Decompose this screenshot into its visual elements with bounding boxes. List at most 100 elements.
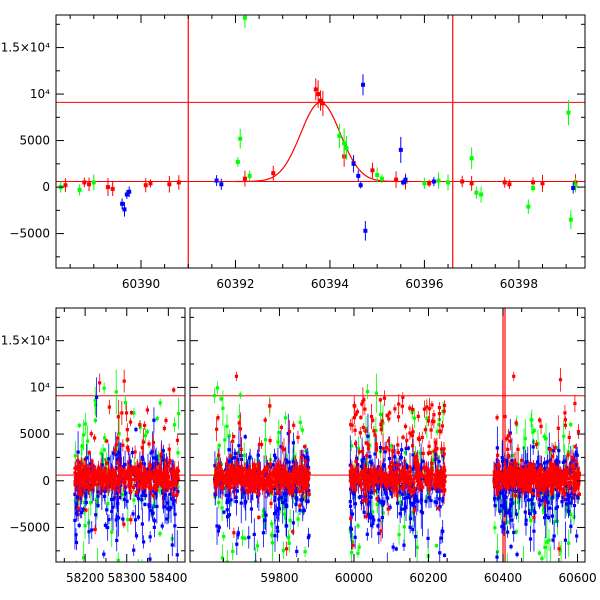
bottom-green-point [247, 459, 251, 463]
bottom-blue-point [235, 542, 239, 546]
bottom-blue-point [392, 455, 397, 459]
bottom-red-point [363, 482, 367, 486]
bottom-blue-point [368, 516, 373, 520]
bottom-blue-point [161, 458, 165, 462]
bottom-green-point [82, 500, 86, 505]
bottom-red-point [213, 480, 217, 484]
bottom-red-point [273, 469, 277, 473]
bottom-red-point [297, 473, 301, 477]
bottom-blue-point [244, 499, 248, 504]
bottom-blue-point [274, 509, 279, 513]
bottom-red-point [409, 478, 414, 482]
bottom-blue-point [74, 533, 78, 537]
top-green-point-3 [242, 15, 247, 20]
bottom-green-point [499, 488, 503, 492]
bottom-red-point [367, 487, 371, 491]
bottom-red-point [266, 478, 270, 482]
bottom-red-point [428, 451, 432, 455]
bottom-red-point [361, 469, 365, 473]
bottom-green-point [158, 532, 162, 536]
bottom-blue-point [361, 456, 366, 460]
bottom-blue-point [366, 434, 370, 438]
bottom-red-point [276, 472, 280, 476]
bottom-red-point [369, 414, 374, 419]
bottom-blue-point [109, 497, 114, 502]
bottom-red-point [268, 475, 272, 479]
top-green-point-5 [235, 159, 240, 164]
bottom-red-point [418, 481, 422, 485]
bottom-blue-point [243, 435, 247, 439]
bottom-blue-point [134, 534, 139, 538]
bottom-blue-point [141, 490, 146, 495]
top-red-point-0 [63, 183, 68, 188]
bottom-blue-point [291, 441, 295, 445]
bottom-green-point [110, 530, 114, 534]
bottom-red-point [382, 472, 386, 477]
bottom-red-point [73, 471, 77, 475]
bottom-green-point [219, 397, 223, 401]
bottom-blue-point [114, 518, 118, 522]
bottom-red-point [123, 470, 127, 474]
bottom-red-point [87, 466, 91, 470]
bottom-red-point [362, 398, 366, 402]
bottom-red-point [257, 515, 261, 520]
bottom-green-point [176, 451, 180, 455]
top-green-point-14 [446, 180, 451, 185]
bottom-red-point [222, 474, 226, 478]
bottom-red-point [130, 468, 134, 472]
bottom-green-point [103, 436, 107, 440]
bottom-red-point [250, 479, 254, 483]
bottom-red-point [439, 447, 444, 451]
bottom-red-point [216, 416, 220, 420]
bottom-blue-point [277, 497, 281, 501]
bottom-red-point [287, 475, 292, 479]
bottom-red-point [436, 484, 441, 489]
bottom-red-point [267, 483, 271, 488]
top-blue-point-1 [122, 207, 127, 212]
bottom-red-point [301, 465, 305, 469]
bottom-red-point [87, 451, 91, 455]
bottom-green-point [375, 490, 380, 494]
bottom-blue-point [405, 496, 409, 500]
bottom-blue-point [78, 496, 82, 500]
bottom-red-point [357, 450, 361, 454]
bottom-red-point [235, 460, 239, 465]
bottom-red-point [213, 473, 217, 478]
top-green-point-22 [573, 183, 578, 188]
bottom-red-point [351, 467, 355, 472]
bottom-blue-point [383, 450, 387, 454]
bottom-red-point [351, 484, 355, 488]
bottom-red-point [292, 423, 296, 427]
bottom-blue-point [102, 552, 106, 556]
bottom-blue-point [399, 456, 403, 460]
bottom-blue-point [275, 525, 280, 530]
bottom-red-point [395, 489, 399, 493]
bottom-blue-point [437, 497, 441, 501]
bottom-green-point [357, 545, 361, 549]
bottom-red-point [258, 479, 262, 483]
bottom-red-point [78, 489, 82, 493]
top-green-point-2 [91, 180, 96, 185]
bottom-blue-point [107, 517, 111, 522]
bottom-blue-point [165, 517, 169, 521]
bottom-red-point [372, 489, 377, 493]
bottom-blue-point [439, 489, 443, 493]
bottom-red-point [433, 482, 438, 486]
bottom-blue-point [368, 455, 372, 459]
bottom-blue-point [306, 455, 310, 459]
bottom-green-point [261, 514, 265, 518]
bottom-red-point [428, 487, 432, 491]
top-green-point-11 [379, 176, 384, 181]
bottom-red-point [425, 473, 429, 477]
bottom-green-point [73, 499, 78, 503]
bottom-red-point [420, 483, 424, 487]
bottom-blue-point [176, 489, 180, 494]
bottom-blue-point [161, 496, 166, 500]
bottom-red-point [139, 465, 143, 469]
bottom-green-point [425, 497, 429, 501]
bottom-red-point [116, 415, 120, 419]
bottom-red-point [215, 483, 219, 487]
bottom-red-point [216, 466, 220, 470]
bottom-blue-point [433, 500, 437, 504]
